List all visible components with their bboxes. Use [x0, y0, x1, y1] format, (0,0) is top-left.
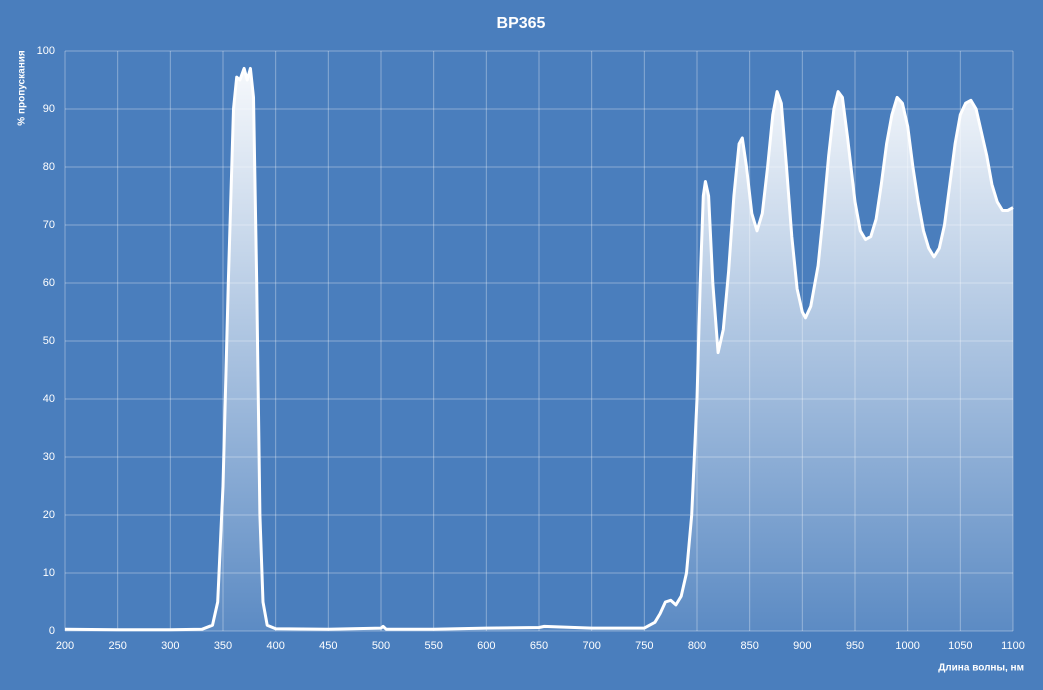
- y-tick-label: 60: [43, 277, 55, 289]
- x-tick-label: 200: [56, 640, 74, 652]
- x-axis-label: Длина волны, нм: [938, 663, 1024, 674]
- chart-title: BP365: [497, 15, 546, 32]
- x-tick-label: 1000: [895, 640, 919, 652]
- x-tick-label: 400: [266, 640, 284, 652]
- x-tick-label: 750: [635, 640, 653, 652]
- y-tick-label: 40: [43, 393, 55, 405]
- x-tick-label: 300: [161, 640, 179, 652]
- x-tick-label: 850: [740, 640, 758, 652]
- x-tick-label: 800: [688, 640, 706, 652]
- x-tick-label: 500: [372, 640, 390, 652]
- x-tick-label: 1100: [1001, 640, 1025, 652]
- y-tick-label: 30: [43, 451, 55, 463]
- x-tick-label: 1050: [948, 640, 972, 652]
- x-tick-label: 450: [319, 640, 337, 652]
- y-tick-label: 10: [43, 567, 55, 579]
- y-tick-label: 0: [49, 625, 55, 637]
- x-tick-label: 900: [793, 640, 811, 652]
- y-tick-label: 50: [43, 335, 55, 347]
- x-tick-label: 700: [582, 640, 600, 652]
- line: [64, 66, 1014, 632]
- y-tick-label: 100: [37, 45, 55, 57]
- y-tick-label: 70: [43, 219, 55, 231]
- x-tick-label: 650: [530, 640, 548, 652]
- y-tick-label: 20: [43, 509, 55, 521]
- y-axis-label: % пропускания: [17, 50, 28, 126]
- x-tick-label: 350: [214, 640, 232, 652]
- y-tick-label: 90: [43, 103, 55, 115]
- x-tick-label: 600: [477, 640, 495, 652]
- area-fill: [65, 68, 1013, 631]
- x-tick-label: 550: [424, 640, 442, 652]
- y-tick-label: 80: [43, 161, 55, 173]
- x-tick-label: 250: [108, 640, 126, 652]
- x-tick-label: 950: [846, 640, 864, 652]
